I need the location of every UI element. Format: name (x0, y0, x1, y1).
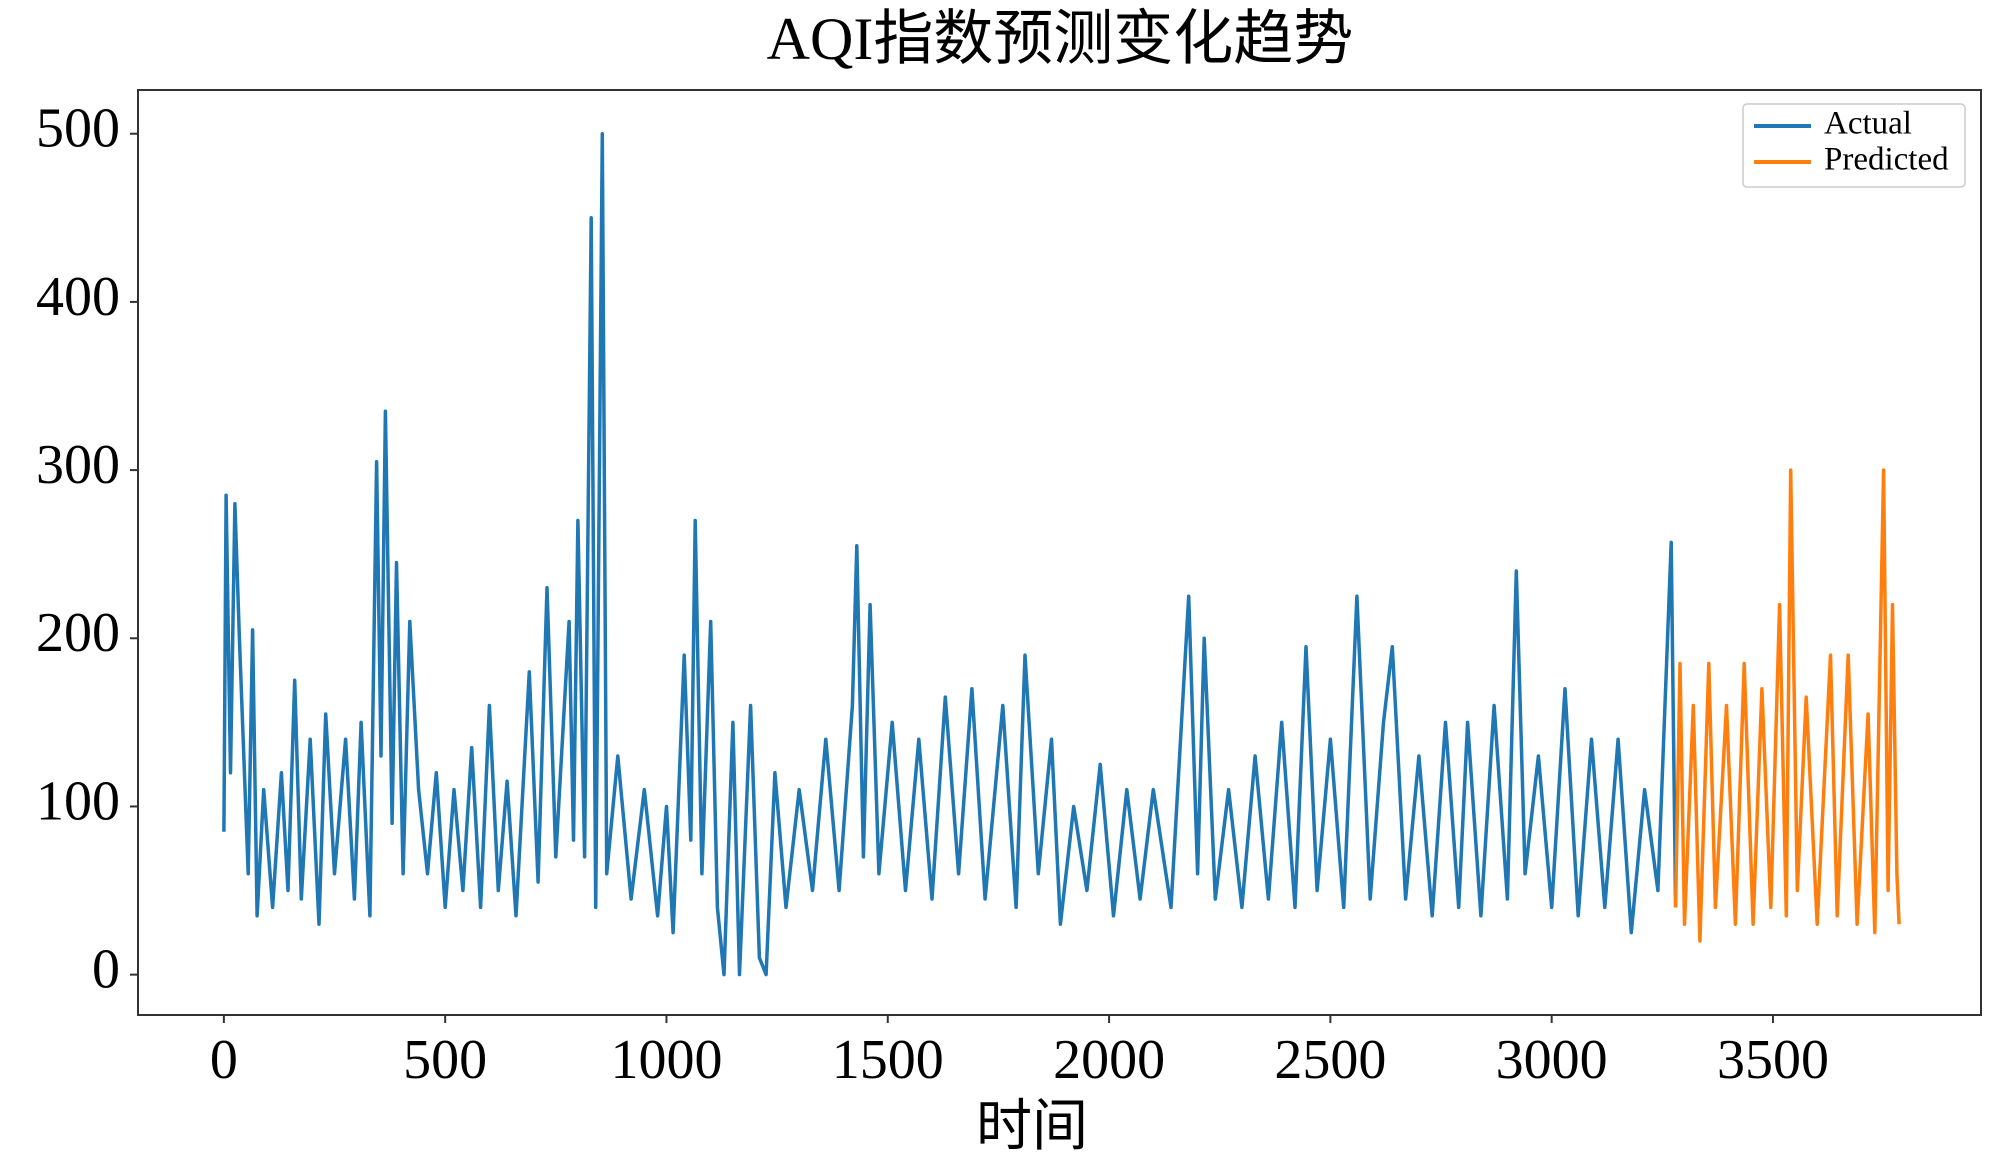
legend-label: Actual (1824, 106, 1912, 142)
data-line (222, 131, 1678, 977)
y-tick-label: 0 (92, 938, 120, 1000)
x-axis-label: 时间 (976, 1096, 1088, 1158)
x-tick-label: 1500 (832, 1029, 944, 1091)
x-tick-label: 2500 (1274, 1029, 1386, 1091)
x-tick-label: 3000 (1496, 1029, 1608, 1091)
y-tick-label: 200 (36, 602, 120, 664)
chart-title: AQI指数预测变化趋势 (767, 6, 1354, 72)
y-tick-label: 500 (36, 98, 120, 160)
y-tick-label: 300 (36, 434, 120, 496)
x-tick-label: 3500 (1717, 1029, 1829, 1091)
data-line (1673, 468, 1901, 943)
plot-frame (137, 89, 1982, 1016)
legend-label: Predicted (1824, 142, 1949, 178)
x-tick-label: 0 (210, 1029, 238, 1091)
y-tick-label: 100 (36, 770, 120, 832)
x-tick-label: 2000 (1053, 1029, 1165, 1091)
x-tick-label: 500 (403, 1029, 487, 1091)
x-tick-label: 1000 (610, 1029, 722, 1091)
y-tick-label: 400 (36, 266, 120, 328)
